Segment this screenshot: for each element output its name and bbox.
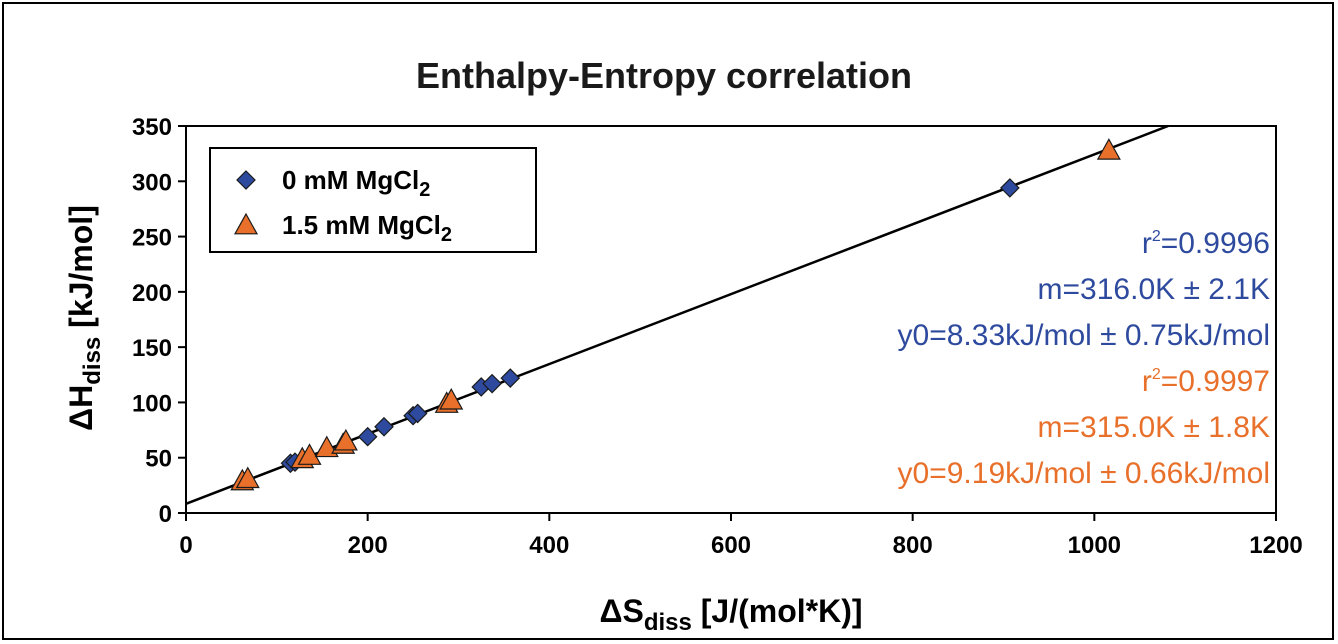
stat-r2-series-1: r2=0.9997 [1142,365,1270,398]
data-points [230,138,1121,491]
x-tick-label: 800 [893,532,933,559]
y-tick-label: 100 [132,390,172,417]
y-axis-label-sub: diss [79,337,106,385]
data-point-series-0 [374,416,394,437]
x-axis-label-rest: [J/(mol*K)] [692,593,863,629]
data-point-series-1 [333,428,358,451]
x-axis-label: ΔSdiss [J/(mol*K)] [599,593,862,636]
stat-r2-series-0-sup: 2 [1152,228,1161,245]
legend: 0 mM MgCl2 1.5 mM MgCl2 [209,147,537,253]
stat-r2-series-1-base: r [1142,365,1152,398]
stat-r2-series-0-base: r [1142,227,1152,260]
y-tick-label: 200 [132,280,172,307]
x-tick-label: 600 [711,532,751,559]
y-tick-label: 150 [132,335,172,362]
data-point-series-0 [500,368,521,388]
stat-r2-series-1-rest: =0.9997 [1161,365,1270,398]
legend-label-0-name: 0 mM MgCl [282,165,419,195]
stat-slope-series-1: m=315.0K ± 1.8K [1038,411,1270,444]
x-tick-label: 1000 [1068,532,1121,559]
stat-r2-series-0: r2=0.9996 [1142,227,1270,260]
data-point-series-1 [439,387,464,410]
chart-title: Enthalpy-Entropy correlation [416,55,912,96]
y-axis-label: ΔHdiss [kJ/mol] [63,205,106,431]
x-tick-label: 1200 [1249,532,1302,559]
data-point-series-0 [357,426,378,447]
legend-label-0-sub: 2 [419,179,430,201]
y-tick-label: 50 [145,446,172,473]
legend-marker-series-0 [236,170,256,190]
data-point-series-0 [482,373,502,394]
legend-box [209,147,537,253]
data-point-series-1 [235,466,260,489]
legend-label-0: 0 mM MgCl2 [282,165,430,201]
y-tick-label: 0 [159,501,172,528]
legend-marker-diamond [236,170,256,190]
legend-marker-triangle [233,212,259,235]
legend-label-1-name: 1.5 mM MgCl [282,210,441,240]
y-tick-label: 300 [132,169,172,196]
stat-slope-series-0: m=316.0K ± 2.1K [1038,273,1270,306]
x-tick-label: 400 [529,532,569,559]
stat-intercept-series-1: y0=9.19kJ/mol ± 0.66kJ/mol [898,457,1270,490]
legend-marker-series-1 [233,212,259,235]
data-point-series-0 [407,403,428,424]
data-point-series-1 [314,435,339,458]
data-point-series-0 [1000,178,1020,198]
x-axis-label-main: ΔS [599,593,643,629]
axis-ticks: 0 200 400 600 800 1000 1200 0 50 100 150 200 250 300 3… [132,114,1303,559]
x-axis-label-sub: diss [644,609,692,636]
legend-label-1: 1.5 mM MgCl2 [282,210,452,246]
fit-statistics: r2=0.9996 m=316.0K ± 2.1K y0=8.33kJ/mol … [898,227,1270,490]
legend-label-1-sub: 2 [441,224,452,246]
y-axis-label-rest: [kJ/mol] [63,205,99,337]
y-axis-label-main: ΔH [63,385,99,431]
stat-r2-series-0-rest: =0.9996 [1161,227,1270,260]
data-point-series-1 [297,443,322,465]
x-tick-label: 0 [179,532,192,559]
data-point-series-1 [1096,138,1121,160]
x-tick-label: 200 [348,532,388,559]
y-tick-label: 350 [132,114,172,141]
stat-intercept-series-0: y0=8.33kJ/mol ± 0.75kJ/mol [898,319,1270,352]
stat-r2-series-1-sup: 2 [1152,366,1161,383]
y-tick-label: 250 [132,225,172,252]
